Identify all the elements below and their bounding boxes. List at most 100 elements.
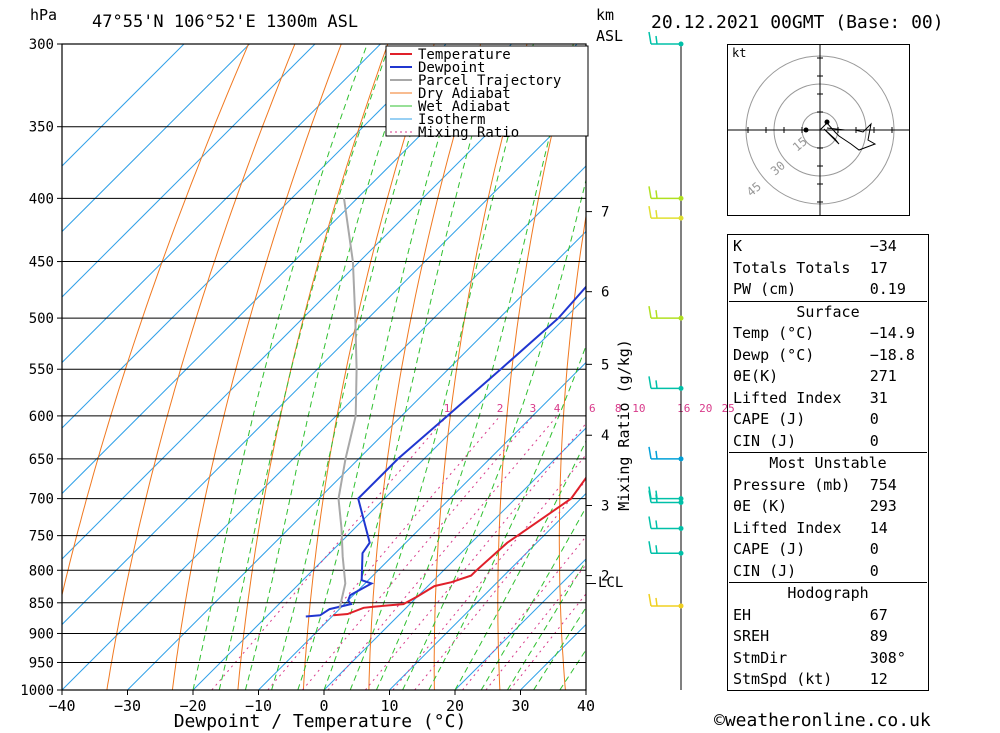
pressure-tick-label: 650: [29, 452, 54, 468]
legend-isotherm: Isotherm: [418, 112, 485, 128]
sreh-label: SREH: [733, 627, 770, 645]
temperature-tick-label: −20: [179, 697, 206, 715]
hodograph-trace: [819, 122, 877, 151]
temperature-tick-label: 0: [319, 697, 328, 715]
surface-cin-label: CIN (J): [733, 431, 797, 450]
isotherm-line: [323, 427, 586, 690]
k-label: K: [733, 237, 743, 255]
hodograph: kt 15 30 45: [727, 44, 910, 216]
chart-legend: Temperature Dewpoint Parcel Trajectory D…: [385, 45, 589, 141]
legend-parcel: Parcel Trajectory: [418, 73, 561, 89]
mu-cin-value: 0: [869, 561, 879, 580]
totals-value: 17: [869, 258, 888, 277]
indices-table: K −34 Totals Totals 17 PW (cm) 0.19 Surface…: [729, 236, 927, 691]
surface-cin-value: 0: [869, 431, 879, 450]
isotherm-line: [454, 558, 586, 690]
pressure-tick-label: 800: [29, 563, 54, 579]
temperature-tick-label: 10: [380, 697, 398, 715]
surface-cape-label: CAPE (J): [733, 410, 806, 428]
isotherm-line: [62, 165, 586, 690]
hodograph-unit: kt: [732, 46, 746, 60]
pressure-tick-label: 450: [29, 255, 54, 271]
temperature-tick-label: −40: [48, 697, 75, 715]
mu-theta-value: 293: [869, 497, 897, 515]
mu-pressure-label: Pressure (mb): [733, 475, 851, 494]
stmspd-value: 12: [869, 670, 888, 688]
mixing-ratio-label: 8: [615, 402, 622, 415]
km-tick-label: 5: [601, 357, 609, 373]
surface-theta-value: 271: [869, 367, 897, 385]
series-dewpoint-line: [305, 285, 586, 618]
dry-adiabat-line: [106, 44, 296, 690]
surface-theta-label: θE(K): [733, 367, 779, 385]
wet-adiabat-line: [297, 44, 468, 690]
pressure-tick-label: 950: [29, 655, 54, 671]
pressure-tick-label: 700: [29, 492, 54, 508]
mixing-ratio-label: 16: [677, 402, 690, 415]
lcl-label: LCL: [598, 575, 623, 591]
isotherm-line: [62, 44, 578, 560]
isotherm-line: [127, 230, 586, 690]
mixing-ratio-line: [327, 415, 558, 690]
legend-wet-adiabat: Wet Adiabat: [418, 99, 511, 115]
isotherm-line: [62, 99, 586, 626]
sreh-value: 89: [869, 627, 888, 645]
pressure-unit-label: hPa: [30, 6, 58, 24]
pw-value: 0.19: [869, 280, 906, 298]
mixing-ratio-label: 20: [699, 402, 712, 415]
pressure-tick-label: 550: [29, 362, 54, 378]
pressure-tick-label: 900: [29, 626, 54, 642]
surface-title: Surface: [796, 302, 860, 321]
asl-unit-label: ASL: [596, 27, 624, 45]
eh-label: EH: [733, 605, 752, 624]
isotherm-line: [62, 44, 512, 495]
wind-barb: [648, 516, 684, 531]
wind-barb: [648, 593, 684, 609]
mixing-ratio-label: 2: [497, 402, 504, 415]
temperature-tick-label: 30: [511, 697, 529, 715]
km-tick-label: 2: [601, 569, 609, 585]
eh-value: 67: [869, 605, 888, 624]
hodograph-surface-point: [803, 127, 809, 133]
indices-panel: [727, 234, 929, 691]
stmdir-value: 308°: [869, 648, 906, 667]
wind-barb: [648, 186, 684, 201]
wet-adiabat-line: [428, 344, 586, 690]
pressure-tick-label: 500: [29, 311, 54, 327]
km-tick-label: 6: [601, 285, 609, 301]
pressure-tick-label: 400: [29, 191, 54, 207]
pressure-tick-label: 850: [29, 596, 54, 612]
series-temperature-line: [333, 476, 586, 617]
isotherm-line: [62, 44, 447, 429]
wet-adiabat-line: [192, 44, 368, 690]
dry-adiabat-line: [237, 44, 389, 690]
mu-li-label: Lifted Index: [733, 518, 842, 537]
wind-barb: [648, 31, 684, 47]
surface-dewp-value: −18.8: [869, 345, 915, 364]
pressure-tick-label: 750: [29, 529, 54, 545]
temperature-tick-label: 20: [446, 697, 464, 715]
k-value: −34: [869, 237, 897, 255]
sounding-datetime: 20.12.2021 00GMT (Base: 00): [651, 12, 944, 33]
isotherm-line: [62, 44, 381, 364]
isotherm-line: [389, 492, 586, 690]
wet-adiabat-line: [375, 44, 574, 690]
mu-theta-label: θE (K): [733, 497, 788, 515]
mixing-ratio-label: 25: [722, 402, 735, 415]
pw-label: PW (cm): [733, 280, 797, 298]
km-tick-label: 3: [601, 498, 609, 514]
mixing-ratio-line: [392, 454, 586, 690]
most-unstable-title: Most Unstable: [769, 454, 887, 472]
mixing-ratio-label: 1: [444, 402, 451, 415]
copyright-link[interactable]: ©weatheronline.co.uk: [714, 710, 931, 731]
series-parcel-trajectory-line: [337, 198, 358, 610]
wind-barb: [648, 486, 684, 502]
temperature-tick-label: −10: [245, 697, 272, 715]
wind-profile: [648, 31, 684, 690]
mu-pressure-value: 754: [869, 475, 897, 494]
pressure-tick-label: 300: [29, 37, 54, 53]
mu-cin-label: CIN (J): [733, 561, 797, 580]
wind-barb: [648, 541, 684, 556]
isotherm-line: [62, 44, 316, 298]
